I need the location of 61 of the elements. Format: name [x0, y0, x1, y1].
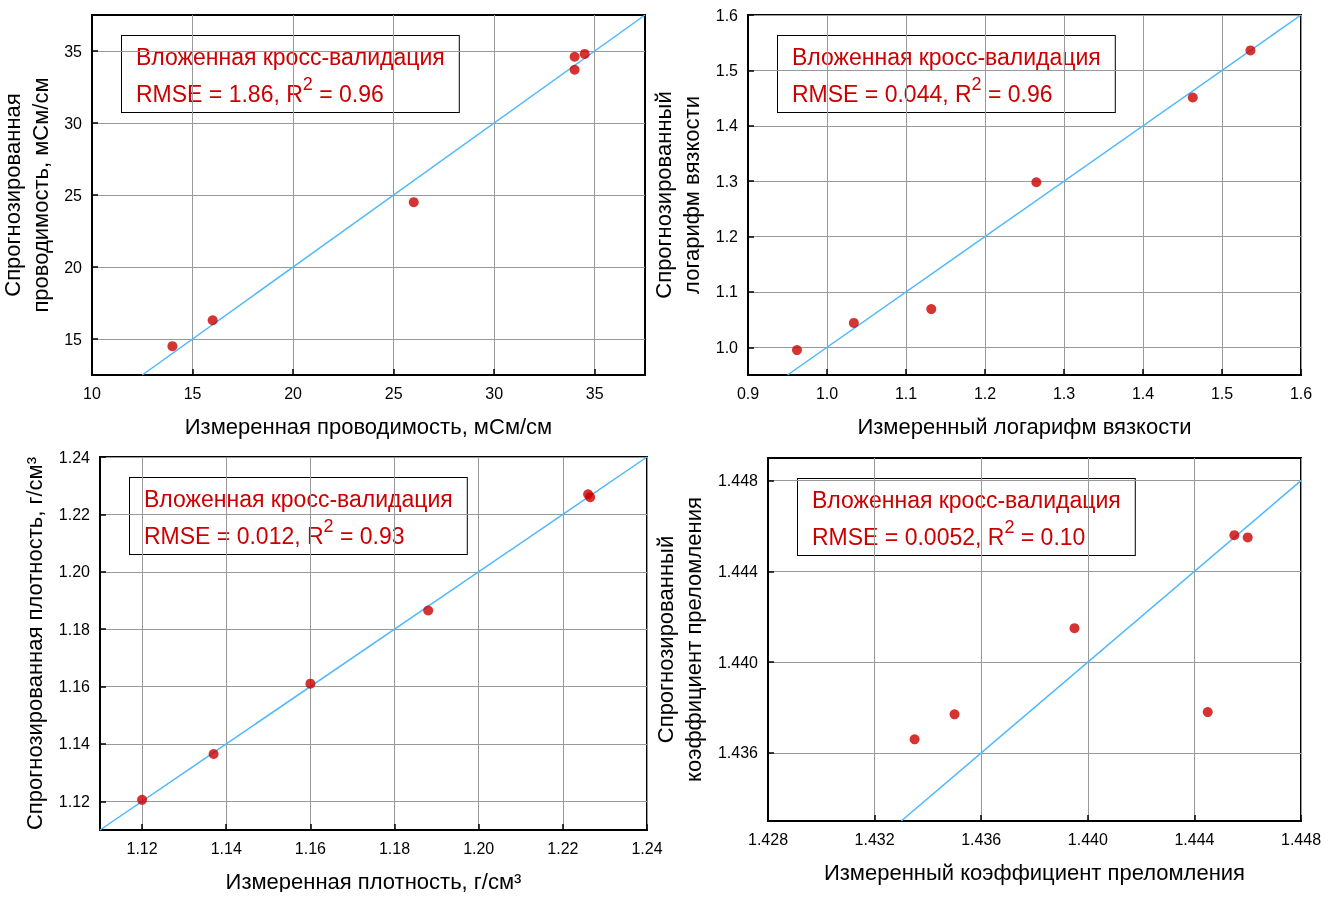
y-tick-label: 35 — [64, 42, 83, 60]
y-tick-label: 15 — [64, 330, 83, 348]
x-tick-label: 1.428 — [747, 830, 789, 848]
x-tick-label: 30 — [485, 384, 504, 402]
x-tick-label: 1.440 — [1067, 830, 1108, 848]
annotation: Вложенная кросс-валидация — [136, 43, 445, 70]
y-axis-title: Спрогнозированный коэффициент преломления — [653, 497, 707, 782]
x-tick-label: 1.5 — [1210, 384, 1234, 402]
x-tick-label: 1.0 — [815, 384, 839, 402]
y-tick-label: 1.12 — [58, 792, 91, 810]
y-tick-label: 25 — [64, 186, 83, 204]
y-axis-title: Спрогнозированная плотность, г/см³ — [22, 456, 48, 831]
annotation: Вложенная кросс-валидация — [812, 486, 1121, 513]
y-tick-label: 1.4 — [715, 117, 739, 135]
x-axis-title: Измеренная проводимость, мСм/см — [184, 413, 553, 439]
y-tick-label: 1.3 — [715, 172, 739, 190]
y-tick-label: 1.20 — [58, 563, 91, 581]
y-tick-label: 20 — [64, 258, 83, 276]
x-tick-label: 25 — [384, 384, 403, 402]
y-tick-label: 1.444 — [717, 562, 759, 580]
x-axis-title: Измеренный коэффициент преломления — [823, 859, 1246, 885]
y-tick-label: 1.436 — [717, 744, 759, 762]
y-axis-title: Спрогнозированный логарифм вязкости — [651, 91, 705, 299]
y-tick-label: 1.18 — [58, 620, 91, 638]
x-tick-label: 1.2 — [973, 384, 997, 402]
x-tick-label: 1.6 — [1289, 384, 1313, 402]
x-tick-label: 20 — [284, 384, 303, 402]
y-tick-label: 1.1 — [715, 283, 739, 301]
annotation: Вложенная кросс-валидация — [144, 485, 453, 512]
y-tick-label: 1.16 — [58, 678, 91, 696]
x-tick-label: 1.3 — [1052, 384, 1076, 402]
y-tick-label: 1.440 — [717, 653, 759, 671]
x-tick-label: 1.1 — [894, 384, 918, 402]
y-tick-label: 1.22 — [58, 505, 91, 523]
annotation: Вложенная кросс-валидация — [792, 43, 1101, 70]
x-tick-label: 35 — [585, 384, 604, 402]
y-tick-label: 1.0 — [715, 338, 739, 356]
y-tick-label: 1.2 — [715, 228, 739, 246]
x-tick-label: 1.22 — [547, 839, 579, 857]
x-tick-label: 1.432 — [854, 830, 895, 848]
x-tick-label: 0.9 — [736, 384, 760, 402]
y-tick-label: 1.24 — [58, 448, 91, 466]
x-tick-label: 1.444 — [1174, 830, 1215, 848]
y-tick-label: 1.14 — [58, 735, 91, 753]
x-tick-label: 1.436 — [961, 830, 1002, 848]
y-tick-label: 1.448 — [717, 472, 759, 490]
y-tick-label: 30 — [64, 114, 83, 132]
x-tick-label: 1.16 — [294, 839, 327, 857]
y-axis-title: Спрогнозированная проводимость, мСм/см — [0, 77, 53, 313]
x-tick-label: 1.14 — [210, 839, 242, 857]
x-tick-label: 1.448 — [1280, 830, 1322, 848]
y-tick-label: 1.5 — [715, 61, 739, 79]
x-tick-label: 1.18 — [378, 839, 411, 857]
x-tick-label: 1.4 — [1131, 384, 1155, 402]
x-tick-label: 15 — [183, 384, 202, 402]
x-axis-title: Измеренный логарифм вязкости — [857, 413, 1192, 439]
x-tick-label: 10 — [83, 384, 101, 402]
x-tick-label: 1.20 — [463, 839, 495, 857]
x-tick-label: 1.24 — [631, 839, 663, 857]
x-tick-label: 1.12 — [126, 839, 158, 857]
y-tick-label: 1.6 — [715, 6, 739, 24]
